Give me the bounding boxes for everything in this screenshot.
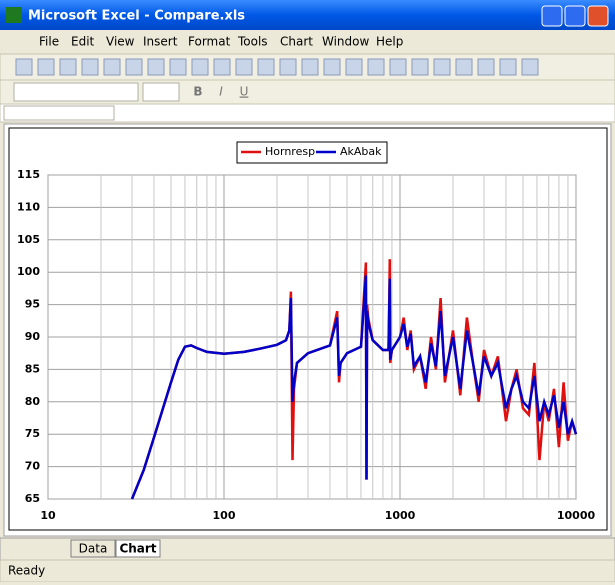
status-text: Ready [8, 564, 45, 578]
maximize-button[interactable] [564, 5, 586, 27]
format-button[interactable]: I [219, 85, 223, 99]
toolbar-icon[interactable] [433, 58, 451, 76]
menu-item[interactable]: Insert [143, 35, 178, 49]
app-icon [6, 7, 22, 23]
toolbar-icon[interactable] [235, 58, 253, 76]
menu-item[interactable]: Help [376, 35, 403, 49]
legend-label: AkAbak [340, 145, 382, 158]
font-box[interactable] [13, 82, 139, 102]
menu-item[interactable]: View [106, 35, 135, 49]
window-title: Microsoft Excel - Compare.xls [28, 9, 245, 24]
y-tick-label: 100 [17, 265, 40, 278]
toolbar-icon[interactable] [59, 58, 77, 76]
toolbar-icon[interactable] [257, 58, 275, 76]
y-tick-label: 85 [25, 362, 40, 375]
name-box[interactable] [3, 105, 115, 121]
toolbar-icon[interactable] [477, 58, 495, 76]
legend [236, 141, 388, 164]
format-button[interactable]: U [240, 85, 249, 99]
menu-item[interactable]: Edit [71, 35, 95, 49]
y-tick-label: 110 [17, 200, 40, 213]
toolbar-icon[interactable] [455, 58, 473, 76]
toolbar-icon[interactable] [169, 58, 187, 76]
toolbar-icon[interactable] [521, 58, 539, 76]
formula-bar [0, 103, 615, 123]
series-line [130, 275, 578, 500]
x-tick-label: 100 [213, 509, 236, 522]
toolbar-icon[interactable] [279, 58, 297, 76]
menu-item[interactable]: Chart [280, 35, 313, 49]
menu-item[interactable]: Tools [237, 35, 268, 49]
toolbar-icon[interactable] [147, 58, 165, 76]
toolbar-icon[interactable] [15, 58, 33, 76]
menu-item[interactable]: Window [322, 35, 370, 49]
format-button[interactable]: B [193, 85, 202, 99]
menu-item[interactable]: File [39, 35, 59, 49]
y-tick-label: 70 [25, 460, 41, 473]
toolbar-icon[interactable] [213, 58, 231, 76]
toolbar-icon[interactable] [499, 58, 517, 76]
toolbar-icon[interactable] [191, 58, 209, 76]
sheet-tab[interactable] [115, 539, 161, 558]
toolbar-icon[interactable] [367, 58, 385, 76]
sheet-tab[interactable] [70, 539, 116, 558]
close-button[interactable] [587, 5, 609, 27]
toolbar-icon[interactable] [389, 58, 407, 76]
legend-label: Hornresp [265, 145, 315, 158]
toolbar-icon[interactable] [103, 58, 121, 76]
toolbar-icon[interactable] [345, 58, 363, 76]
y-tick-label: 65 [25, 492, 40, 505]
y-tick-label: 95 [25, 298, 40, 311]
x-tick-label: 10000 [557, 509, 596, 522]
toolbar-icon[interactable] [125, 58, 143, 76]
toolbar-icon[interactable] [37, 58, 55, 76]
y-tick-label: 115 [17, 168, 40, 181]
series-lines [130, 259, 578, 500]
y-tick-label: 75 [25, 427, 40, 440]
x-tick-label: 1000 [385, 509, 416, 522]
toolbar-icon[interactable] [323, 58, 341, 76]
sheet-tab-label[interactable]: Data [79, 542, 108, 556]
x-tick-label: 10 [40, 509, 56, 522]
y-tick-label: 80 [25, 395, 41, 408]
toolbar-icon[interactable] [81, 58, 99, 76]
y-tick-label: 105 [17, 233, 40, 246]
size-box[interactable] [142, 82, 180, 102]
grid [47, 174, 577, 500]
y-tick-label: 90 [25, 330, 41, 343]
toolbar-icon[interactable] [411, 58, 429, 76]
minimize-button[interactable] [541, 5, 563, 27]
toolbar-icon[interactable] [301, 58, 319, 76]
title-bar [0, 0, 615, 30]
menu-item[interactable]: Format [188, 35, 231, 49]
status-bar [0, 559, 615, 583]
menu-bar [0, 30, 615, 54]
sheet-tab-label[interactable]: Chart [119, 542, 156, 556]
